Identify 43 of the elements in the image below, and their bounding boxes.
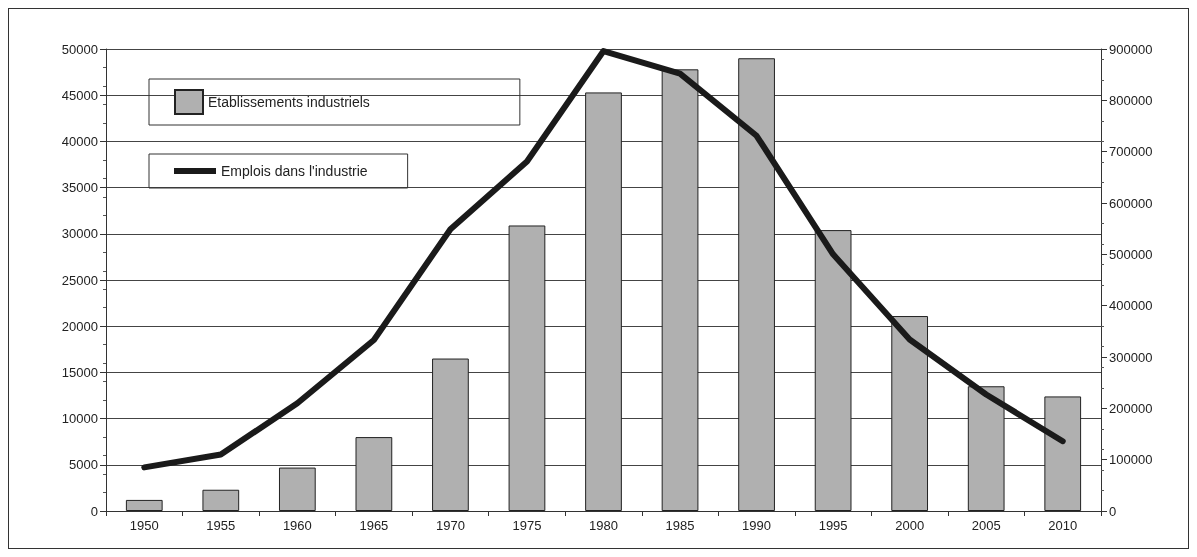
x-tick-label: 1955: [206, 518, 236, 533]
y-tick-label: 0: [90, 503, 98, 519]
bar: [355, 437, 393, 511]
y2-tick-label: 100000: [1109, 452, 1153, 468]
x-tick-label: 1990: [742, 518, 772, 533]
y2-tick-label: 900000: [1109, 41, 1153, 57]
y-tick-label: 15000: [61, 364, 98, 380]
x-tick-label: 1980: [589, 518, 618, 533]
bar: [202, 489, 240, 511]
y2-tick-label: 500000: [1109, 246, 1153, 262]
x-tick-label: 1965: [359, 518, 389, 533]
y-tick-label: 25000: [61, 272, 98, 288]
y-tick-label: 5000: [69, 457, 98, 473]
x-tick-label: 2000: [895, 518, 925, 533]
x-tick-label: 2010: [1048, 518, 1078, 533]
y2-tick-label: 300000: [1109, 349, 1153, 365]
x-tick-label: 1995: [818, 518, 848, 533]
x-tick-label: 2005: [971, 518, 1001, 533]
y2-tick-label: 600000: [1109, 195, 1153, 211]
y-tick-label: 20000: [61, 318, 98, 334]
legend-label: Emplois dans l'industrie: [221, 163, 368, 179]
legend-label: Etablissements industriels: [208, 94, 370, 110]
y2-tick-label: 800000: [1109, 92, 1153, 108]
x-tick-label: 1950: [129, 518, 159, 533]
y-tick-label: 10000: [61, 411, 98, 427]
x-tick-label: 1970: [435, 518, 465, 533]
y-tick-label: 35000: [61, 180, 98, 196]
bar: [585, 92, 622, 511]
x-tick-label: 1985: [665, 518, 695, 533]
x-tick-label: 1975: [512, 518, 542, 533]
bar: [125, 499, 163, 511]
y-tick-label: 50000: [61, 41, 98, 57]
y2-tick-label: 200000: [1109, 400, 1153, 416]
bar: [432, 358, 469, 511]
bar: [508, 225, 546, 511]
y-tick-label: 45000: [61, 87, 98, 103]
x-tick-label: 1960: [282, 518, 312, 533]
y2-tick-label: 0: [1109, 503, 1117, 519]
y2-tick-label: 400000: [1109, 298, 1153, 314]
bar: [278, 467, 316, 511]
y-tick-label: 30000: [61, 226, 98, 242]
y-tick-label: 40000: [61, 133, 98, 149]
y2-tick-label: 700000: [1109, 144, 1153, 160]
